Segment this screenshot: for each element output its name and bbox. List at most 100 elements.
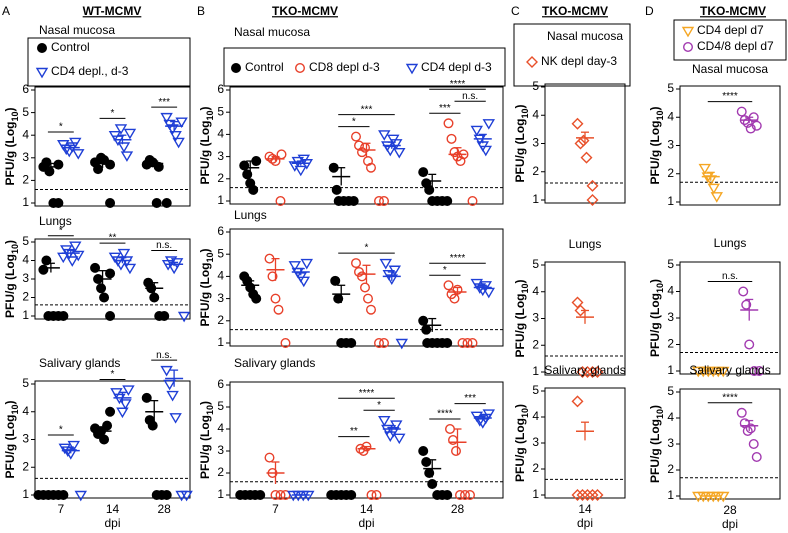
y-tick-label: 4 [22,253,29,267]
point [576,366,589,378]
legend-label: CD4/8 depl d7 [697,39,774,53]
row-title: Lungs [714,236,747,250]
point [99,434,110,445]
y-axis-label-part: 10 [655,283,665,293]
point [169,413,182,424]
plot-frame [679,388,781,500]
y-tick-label: 3 [667,138,674,152]
point [717,366,730,378]
significance-label: * [365,243,369,254]
y-axis-label-part: PFU/g (Log [3,254,17,318]
point [67,440,80,452]
significance-label: *** [439,103,451,114]
point [457,338,468,349]
point [288,261,302,272]
y-axis-label-part: ) [648,107,662,111]
legend-label: NK depl day-3 [541,54,617,68]
legend-marker [683,42,694,53]
significance-label: * [111,369,115,380]
point [424,184,435,195]
y-tick-label: 5 [532,79,539,93]
point [105,159,116,170]
point [172,137,185,149]
point [442,195,453,206]
point [159,311,170,322]
point [742,117,753,128]
point [482,119,496,130]
significance-label: ** [350,426,358,437]
y-tick-label: 1 [22,487,29,501]
significance-label: **** [450,253,466,264]
point [443,280,454,291]
legend-marker [405,63,419,75]
legend-marker [230,63,241,74]
point [328,162,339,173]
significance-label: * [377,400,381,411]
legend-label: CD8 depl d-3 [309,60,380,74]
y-tick-label: 1 [217,193,224,207]
point [379,338,390,349]
point [586,366,599,378]
y-tick-label: 3 [22,271,29,285]
y-tick-label: 4 [667,109,674,123]
point [387,427,400,438]
y-tick-label: 4 [217,421,224,435]
y-tick-label: 5 [532,383,539,397]
y-tick-label: 6 [217,224,224,238]
plot-frame [544,387,626,499]
significance-label: *** [361,104,373,115]
point [300,258,314,270]
point [175,117,188,129]
y-axis-label-part: ) [198,401,212,405]
point [591,366,604,378]
y-tick-label: 4 [532,284,539,298]
point [275,195,286,206]
point [117,142,131,153]
point [581,489,594,501]
legend-marker [526,56,538,68]
y-axis-label-part: 10 [520,109,530,119]
point [275,490,286,501]
point [470,125,484,137]
point [482,287,496,299]
y-axis-label: PFU/g (Log10) [513,280,530,358]
point [586,179,599,192]
legend-marker [295,63,306,74]
legend-marker [681,26,695,38]
point [58,311,69,322]
y-tick-label: 6 [217,377,224,391]
y-tick-label: 5 [667,257,674,271]
significance-label: n.s. [156,240,172,251]
point [571,296,584,309]
y-tick-label: 2 [217,171,224,185]
y-tick-label: 2 [22,459,29,473]
legend-marker [35,67,49,79]
significance-label: * [59,122,63,133]
point [591,489,604,501]
point [90,262,101,273]
point [117,248,131,260]
point [242,169,253,180]
point [576,489,589,501]
point [331,184,342,195]
row-title: Salivary glands [544,363,625,377]
y-axis-label: PFU/g (Log10) [648,279,665,357]
point [151,197,162,208]
plot-frame [229,381,504,499]
point [482,409,496,420]
significance-label: n.s. [156,350,172,361]
y-tick-label: 1 [667,194,674,208]
y-tick-label: 1 [532,487,539,501]
y-axis-label: PFU/g (Log10) [513,404,530,482]
point [123,128,137,140]
point [53,197,64,208]
significance-label: *** [464,393,476,404]
plot-frame [229,228,504,347]
legend-marker [405,63,419,75]
y-axis-label-part: ) [3,401,17,405]
legend-box [673,19,787,61]
row-title: Salivary glands [689,363,770,377]
point [72,250,85,262]
point [180,490,193,502]
y-axis-label-part: ) [198,249,212,253]
